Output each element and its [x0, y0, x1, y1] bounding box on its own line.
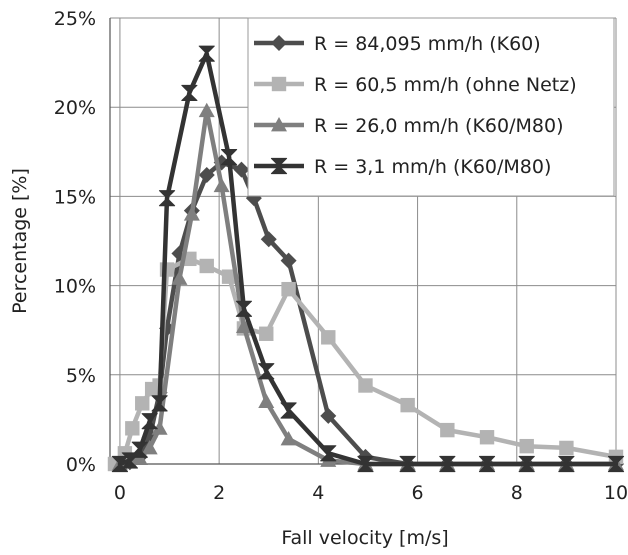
data-point — [233, 161, 250, 178]
data-point — [151, 395, 168, 412]
y-tick-label: 25% — [54, 8, 96, 30]
data-point — [559, 440, 574, 456]
legend: R = 84,095 mm/h (K60) R = 60,5 mm/h (ohne… — [247, 17, 615, 197]
data-point — [198, 166, 215, 183]
data-point — [321, 330, 336, 345]
data-point — [183, 206, 200, 221]
legend-label: R = 60,5 mm/h (ohne Netz) — [314, 74, 577, 96]
legend-box — [247, 17, 615, 197]
data-point — [198, 102, 215, 118]
legend-marker — [271, 35, 287, 51]
x-tick-label: 0 — [114, 482, 126, 504]
data-point — [399, 455, 416, 473]
data-point — [357, 455, 374, 473]
data-point — [518, 455, 535, 473]
series-4 — [111, 45, 625, 473]
y-tick-label: 5% — [66, 365, 96, 387]
y-axis-title: Percentage [%] — [9, 168, 31, 314]
data-point — [141, 439, 158, 455]
data-point — [280, 431, 297, 446]
legend-marker — [270, 157, 288, 175]
legend-marker — [271, 117, 287, 132]
data-point — [171, 270, 188, 285]
data-point — [439, 455, 456, 473]
data-point — [199, 258, 214, 274]
data-point — [478, 455, 496, 473]
x-tick-label: 2 — [213, 482, 225, 504]
legend-item-3: R = 26,0 mm/h (K60/M80) — [254, 115, 563, 137]
data-point — [141, 413, 158, 430]
data-point — [280, 402, 297, 419]
x-tick-label: 8 — [511, 482, 523, 504]
data-point — [125, 421, 140, 436]
series-group — [107, 45, 625, 473]
data-point — [260, 231, 277, 248]
data-point — [320, 407, 337, 424]
data-point — [558, 455, 575, 473]
y-tick-label: 20% — [54, 97, 96, 119]
legend-label: R = 3,1 mm/h (K60/M80) — [314, 156, 551, 178]
data-point — [151, 420, 168, 435]
data-point — [259, 326, 274, 341]
data-point — [135, 396, 150, 411]
data-point — [519, 438, 534, 454]
y-tick-label: 10% — [54, 276, 96, 298]
data-point — [158, 190, 176, 207]
data-point — [131, 441, 148, 458]
data-point — [131, 450, 148, 466]
data-point — [479, 430, 495, 445]
data-point — [258, 363, 275, 380]
ticks: 0% 5% 10% 15% 20% 25% 0 2 4 6 8 10 — [54, 8, 628, 504]
legend-marker — [271, 76, 287, 92]
legend-item-2: R = 60,5 mm/h (ohne Netz) — [254, 74, 577, 96]
y-tick-label: 0% — [66, 454, 96, 476]
x-tick-label: 6 — [412, 482, 424, 504]
data-point — [607, 455, 625, 473]
legend-label: R = 84,095 mm/h (K60) — [314, 33, 541, 55]
legend-label: R = 26,0 mm/h (K60/M80) — [314, 115, 563, 137]
data-point — [235, 300, 253, 317]
data-point — [181, 84, 198, 102]
x-axis-title: Fall velocity [m/s] — [281, 527, 448, 549]
data-point — [400, 397, 415, 413]
legend-item-4: R = 3,1 mm/h (K60/M80) — [254, 156, 551, 178]
x-tick-label: 4 — [312, 482, 324, 504]
data-point — [221, 269, 237, 284]
data-point — [220, 149, 238, 166]
data-point — [320, 445, 337, 462]
data-point — [280, 252, 297, 269]
data-point — [198, 45, 215, 62]
x-tick-label: 10 — [604, 482, 628, 504]
data-point — [358, 378, 373, 393]
legend-item-1: R = 84,095 mm/h (K60) — [254, 33, 541, 55]
data-point — [281, 281, 296, 297]
data-point — [258, 393, 275, 408]
data-point — [235, 318, 252, 334]
y-tick-label: 15% — [54, 186, 96, 208]
data-point — [213, 177, 230, 193]
data-point — [440, 422, 455, 438]
